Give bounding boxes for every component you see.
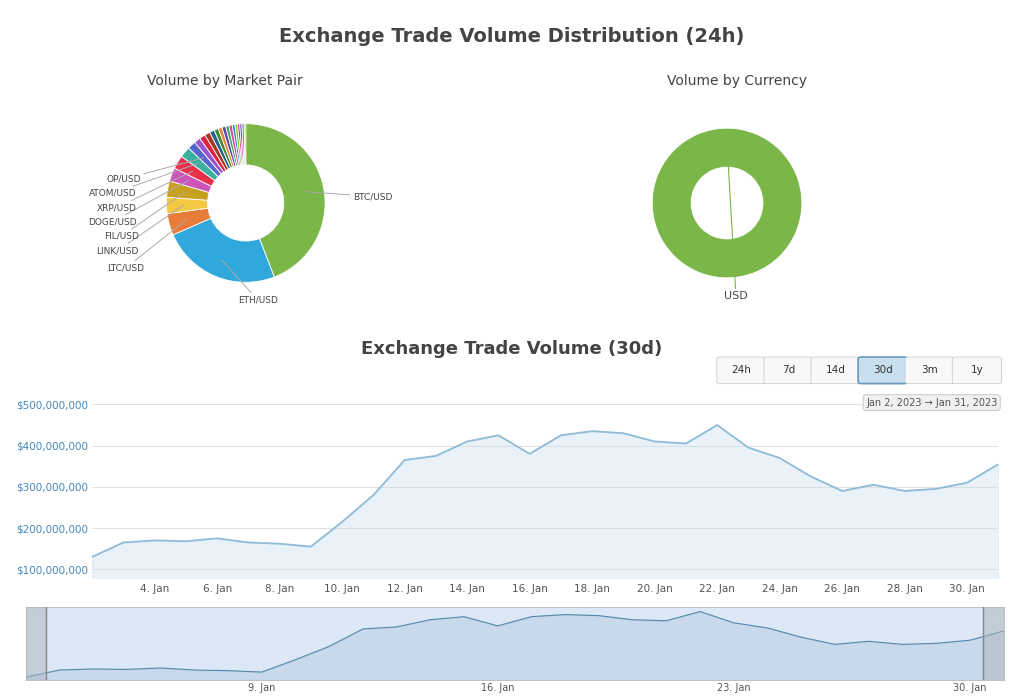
Wedge shape	[174, 156, 215, 186]
Wedge shape	[240, 124, 244, 165]
Text: Exchange Trade Volume Distribution (24h): Exchange Trade Volume Distribution (24h)	[280, 27, 744, 46]
Wedge shape	[170, 168, 212, 193]
Text: LTC/USD: LTC/USD	[108, 220, 186, 272]
Text: OP/USD: OP/USD	[106, 158, 204, 183]
Wedge shape	[188, 142, 221, 176]
Wedge shape	[222, 126, 237, 167]
Wedge shape	[167, 208, 211, 234]
Wedge shape	[195, 139, 223, 174]
Wedge shape	[167, 197, 208, 214]
Text: BTC/USD: BTC/USD	[306, 192, 392, 201]
Text: ATOM/USD: ATOM/USD	[89, 163, 199, 198]
Wedge shape	[181, 148, 218, 181]
Text: Jan 2, 2023 → Jan 31, 2023: Jan 2, 2023 → Jan 31, 2023	[866, 398, 997, 407]
Wedge shape	[244, 124, 246, 165]
Wedge shape	[238, 124, 243, 165]
Text: Exchange Trade Volume (30d): Exchange Trade Volume (30d)	[361, 340, 663, 358]
Text: DOGE/USD: DOGE/USD	[88, 181, 188, 227]
Wedge shape	[225, 125, 238, 166]
Text: 3m: 3m	[922, 365, 938, 375]
Wedge shape	[232, 125, 241, 165]
Bar	[983, 607, 1004, 680]
Wedge shape	[228, 125, 240, 166]
Text: XRP/USD: XRP/USD	[96, 171, 193, 212]
Bar	[26, 607, 46, 680]
Wedge shape	[246, 124, 325, 277]
Text: Volume by Currency: Volume by Currency	[668, 74, 807, 88]
Wedge shape	[200, 135, 226, 172]
Wedge shape	[234, 124, 242, 165]
Text: FIL/USD: FIL/USD	[103, 192, 185, 241]
Text: LINK/USD: LINK/USD	[96, 205, 184, 255]
Wedge shape	[173, 218, 274, 282]
Wedge shape	[242, 124, 245, 165]
Text: 14d: 14d	[825, 365, 846, 375]
Wedge shape	[167, 181, 209, 200]
Wedge shape	[652, 128, 802, 278]
Text: 30d: 30d	[872, 365, 893, 375]
Text: 7d: 7d	[782, 365, 795, 375]
Text: ETH/USD: ETH/USD	[222, 260, 278, 304]
Wedge shape	[205, 132, 228, 170]
Text: USD: USD	[724, 145, 748, 301]
Text: Volume by Market Pair: Volume by Market Pair	[147, 74, 303, 88]
Text: 24h: 24h	[731, 365, 752, 375]
Wedge shape	[214, 129, 232, 168]
Wedge shape	[218, 127, 234, 167]
Text: 1y: 1y	[971, 365, 983, 375]
Wedge shape	[210, 130, 230, 169]
